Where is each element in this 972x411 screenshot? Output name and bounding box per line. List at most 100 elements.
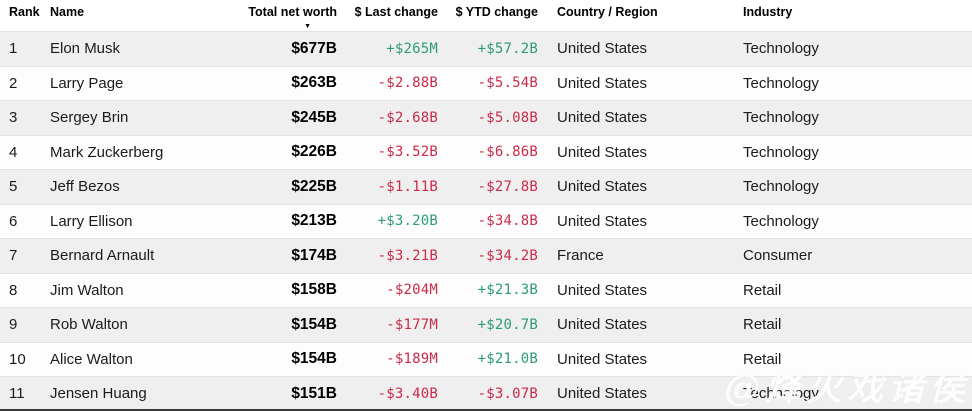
column-header-industry[interactable]: Industry xyxy=(743,5,793,19)
country-cell: United States xyxy=(557,178,648,196)
net-worth-cell: $213B xyxy=(291,212,337,230)
ytd-change-cell: -$3.07B xyxy=(477,385,538,402)
industry-cell: Technology xyxy=(743,178,819,196)
name-cell: Alice Walton xyxy=(50,350,133,368)
column-header-ytd-change[interactable]: $ YTD change xyxy=(455,5,538,19)
last-change-cell: -$177M xyxy=(386,316,438,333)
industry-cell: Technology xyxy=(743,74,819,92)
table-row[interactable]: 8 Jim Walton $158B -$204M +$21.3B United… xyxy=(0,272,972,307)
country-cell: United States xyxy=(557,143,648,161)
last-change-cell: -$189M xyxy=(386,351,438,368)
column-header-country[interactable]: Country / Region xyxy=(557,5,658,19)
ytd-change-cell: -$5.08B xyxy=(477,109,538,126)
country-cell: United States xyxy=(557,212,648,230)
name-cell: Jensen Huang xyxy=(50,385,147,403)
net-worth-cell: $154B xyxy=(291,315,337,333)
country-cell: United States xyxy=(557,74,648,92)
last-change-cell: -$3.52B xyxy=(377,144,438,161)
industry-cell: Technology xyxy=(743,40,819,58)
net-worth-cell: $245B xyxy=(291,108,337,126)
industry-cell: Retail xyxy=(743,316,782,334)
net-worth-cell: $226B xyxy=(291,143,337,161)
table-row[interactable]: 6 Larry Ellison $213B +$3.20B -$34.8B Un… xyxy=(0,203,972,238)
rank-cell: 6 xyxy=(9,212,18,230)
rank-cell: 5 xyxy=(9,178,18,196)
table-row[interactable]: 1 Elon Musk $677B +$265M +$57.2B United … xyxy=(0,31,972,66)
net-worth-cell: $151B xyxy=(291,384,337,402)
net-worth-cell: $154B xyxy=(291,350,337,368)
last-change-cell: -$2.68B xyxy=(377,109,438,126)
net-worth-cell: $174B xyxy=(291,246,337,264)
name-cell: Rob Walton xyxy=(50,316,128,334)
industry-cell: Consumer xyxy=(743,247,813,265)
rank-cell: 2 xyxy=(9,74,18,92)
bottom-border xyxy=(0,409,972,411)
table-row[interactable]: 11 Jensen Huang $151B -$3.40B -$3.07B Un… xyxy=(0,376,972,411)
ytd-change-cell: -$6.86B xyxy=(477,144,538,161)
rank-cell: 10 xyxy=(9,350,26,368)
sort-desc-icon: ▼ xyxy=(304,23,311,30)
ytd-change-cell: -$34.8B xyxy=(477,213,538,230)
rank-cell: 4 xyxy=(9,143,18,161)
name-cell: Larry Ellison xyxy=(50,212,133,230)
last-change-cell: -$2.88B xyxy=(377,75,438,92)
name-cell: Mark Zuckerberg xyxy=(50,143,164,161)
ytd-change-cell: -$27.8B xyxy=(477,178,538,195)
country-cell: France xyxy=(557,247,604,265)
table-row[interactable]: 10 Alice Walton $154B -$189M +$21.0B Uni… xyxy=(0,341,972,376)
name-cell: Elon Musk xyxy=(50,40,121,58)
last-change-cell: -$3.40B xyxy=(377,385,438,402)
table-header-row: Rank Name Total net worth ▼ $ Last chang… xyxy=(0,0,972,31)
net-worth-cell: $158B xyxy=(291,281,337,299)
ytd-change-cell: +$21.3B xyxy=(477,282,538,299)
table-row[interactable]: 7 Bernard Arnault $174B -$3.21B -$34.2B … xyxy=(0,238,972,273)
country-cell: United States xyxy=(557,385,648,403)
table-row[interactable]: 9 Rob Walton $154B -$177M +$20.7B United… xyxy=(0,307,972,342)
ytd-change-cell: -$5.54B xyxy=(477,75,538,92)
name-cell: Larry Page xyxy=(50,74,124,92)
country-cell: United States xyxy=(557,316,648,334)
column-header-net-worth[interactable]: Total net worth ▼ xyxy=(248,0,337,30)
industry-cell: Technology xyxy=(743,385,819,403)
table-body: 1 Elon Musk $677B +$265M +$57.2B United … xyxy=(0,31,972,411)
industry-cell: Retail xyxy=(743,350,782,368)
last-change-cell: +$265M xyxy=(386,40,438,57)
column-header-net-worth-label: Total net worth xyxy=(248,5,337,19)
rank-cell: 3 xyxy=(9,109,18,127)
net-worth-cell: $677B xyxy=(291,39,337,57)
rank-cell: 1 xyxy=(9,40,18,58)
country-cell: United States xyxy=(557,109,648,127)
last-change-cell: -$204M xyxy=(386,282,438,299)
ytd-change-cell: +$57.2B xyxy=(477,40,538,57)
column-header-name[interactable]: Name xyxy=(50,5,85,19)
ytd-change-cell: -$34.2B xyxy=(477,247,538,264)
rank-cell: 7 xyxy=(9,247,18,265)
rank-cell: 8 xyxy=(9,281,18,299)
industry-cell: Retail xyxy=(743,281,782,299)
last-change-cell: -$3.21B xyxy=(377,247,438,264)
name-cell: Bernard Arnault xyxy=(50,247,155,265)
ytd-change-cell: +$20.7B xyxy=(477,316,538,333)
column-header-last-change[interactable]: $ Last change xyxy=(354,5,438,19)
name-cell: Jeff Bezos xyxy=(50,178,120,196)
table-row[interactable]: 5 Jeff Bezos $225B -$1.11B -$27.8B Unite… xyxy=(0,169,972,204)
table-row[interactable]: 4 Mark Zuckerberg $226B -$3.52B -$6.86B … xyxy=(0,134,972,169)
country-cell: United States xyxy=(557,350,648,368)
industry-cell: Technology xyxy=(743,109,819,127)
table-row[interactable]: 3 Sergey Brin $245B -$2.68B -$5.08B Unit… xyxy=(0,100,972,135)
industry-cell: Technology xyxy=(743,143,819,161)
rank-cell: 11 xyxy=(9,385,25,403)
country-cell: United States xyxy=(557,281,648,299)
rank-cell: 9 xyxy=(9,316,18,334)
industry-cell: Technology xyxy=(743,212,819,230)
net-worth-cell: $263B xyxy=(291,74,337,92)
last-change-cell: -$1.11B xyxy=(377,178,438,195)
country-cell: United States xyxy=(557,40,648,58)
table-row[interactable]: 2 Larry Page $263B -$2.88B -$5.54B Unite… xyxy=(0,65,972,100)
column-header-rank[interactable]: Rank xyxy=(9,5,40,19)
name-cell: Sergey Brin xyxy=(50,109,129,127)
last-change-cell: +$3.20B xyxy=(377,213,438,230)
net-worth-cell: $225B xyxy=(291,177,337,195)
name-cell: Jim Walton xyxy=(50,281,124,299)
